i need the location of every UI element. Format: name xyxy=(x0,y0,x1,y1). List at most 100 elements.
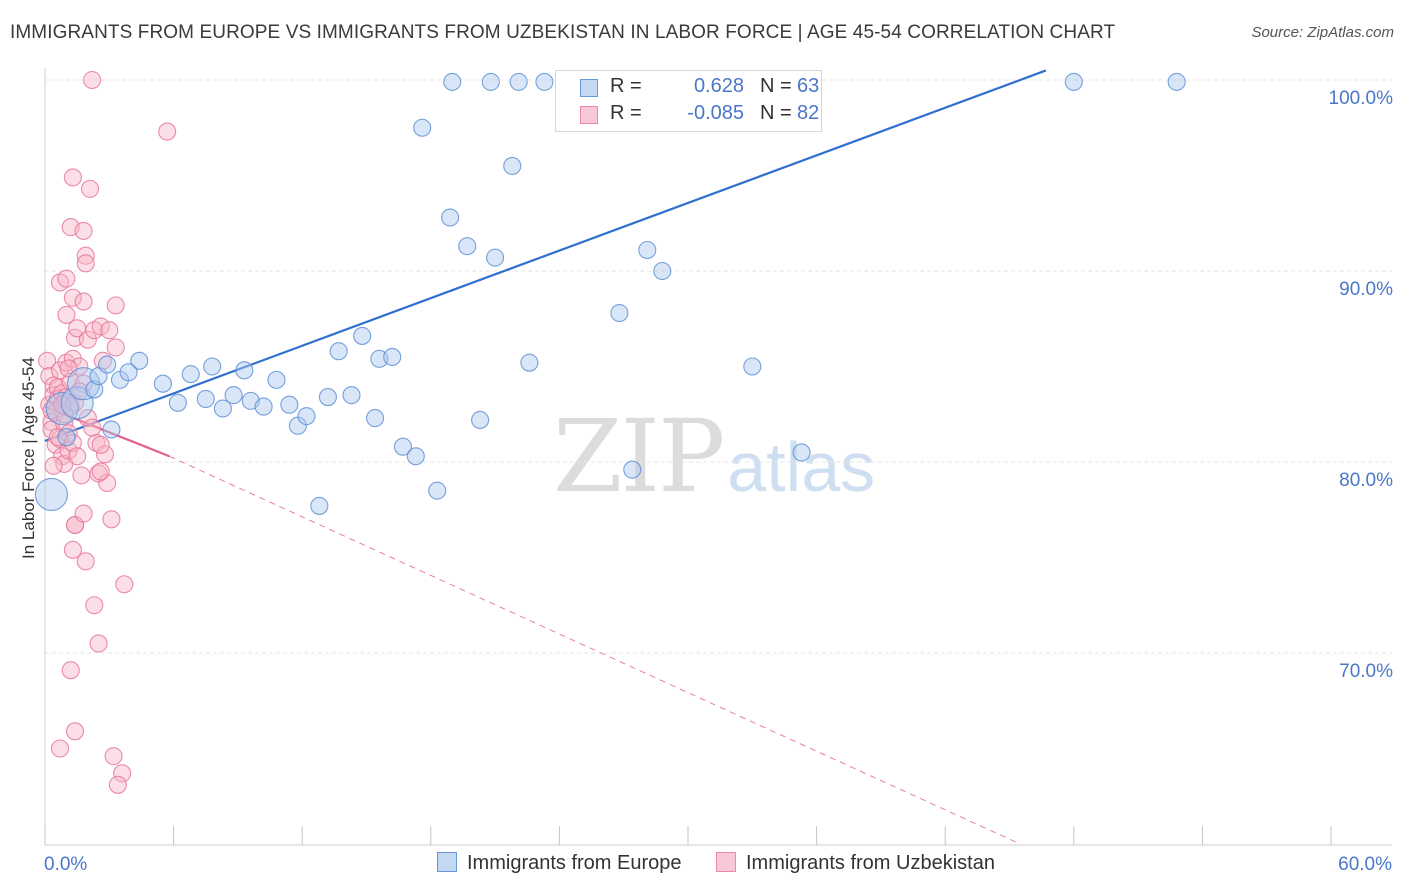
data-point-europe xyxy=(638,240,657,260)
legend-r-value: 0.628 xyxy=(693,75,744,97)
data-point-uzbekistan xyxy=(44,456,63,475)
data-point-europe xyxy=(60,386,94,420)
data-point-europe xyxy=(623,460,642,479)
x-tick-label-min: 0.0% xyxy=(44,854,87,875)
tick-labels: 70.0% 80.0% 90.0% 100.0% 0.0% 60.0% xyxy=(44,88,1393,875)
data-point-uzbekistan xyxy=(63,168,82,187)
data-point-europe xyxy=(153,374,172,393)
watermark: ZIPatlas xyxy=(553,398,875,515)
data-point-europe xyxy=(203,357,222,376)
data-point-uzbekistan xyxy=(68,447,87,466)
data-point-uzbekistan xyxy=(57,305,76,324)
data-point-europe xyxy=(98,355,117,374)
series-europe-points xyxy=(34,72,1186,515)
data-point-uzbekistan xyxy=(91,462,110,481)
legend-r-label: R = xyxy=(610,75,642,97)
data-point-europe xyxy=(458,237,477,256)
legend-n-value: 63 xyxy=(797,75,820,97)
data-point-uzbekistan xyxy=(98,473,117,493)
data-point-europe xyxy=(254,397,273,416)
data-point-europe xyxy=(520,353,539,372)
data-point-uzbekistan xyxy=(106,338,125,357)
data-point-uzbekistan xyxy=(57,269,76,288)
bottom-legend-label-uzbekistan: Immigrants from Uzbekistan xyxy=(746,852,995,874)
data-point-uzbekistan xyxy=(63,540,82,559)
legend-swatch-uzbekistan xyxy=(580,106,598,124)
trend-lines xyxy=(44,69,1047,845)
data-point-uzbekistan xyxy=(104,747,123,766)
data-point-uzbekistan xyxy=(100,321,119,340)
legend-r-value: -0.085 xyxy=(687,102,744,124)
legend-r-label: R = xyxy=(610,102,642,124)
data-point-europe xyxy=(743,357,762,376)
data-point-uzbekistan xyxy=(91,435,110,454)
legend-n-label: N = xyxy=(760,75,792,97)
data-point-europe xyxy=(329,342,348,361)
legend-swatch-europe xyxy=(580,79,598,97)
data-point-europe xyxy=(471,410,490,430)
y-tick-label: 90.0% xyxy=(1339,279,1393,300)
data-point-uzbekistan xyxy=(61,661,80,680)
data-point-uzbekistan xyxy=(108,775,127,794)
trend-line-uzbekistan-extension xyxy=(169,455,1021,845)
data-point-uzbekistan xyxy=(95,445,115,464)
correlation-legend: R = 0.628 N = 63 R = -0.085 N = 82 xyxy=(555,70,822,132)
data-point-europe xyxy=(224,386,243,405)
data-point-uzbekistan xyxy=(38,351,57,370)
data-point-europe xyxy=(413,118,432,137)
data-point-europe xyxy=(342,386,361,405)
data-point-europe xyxy=(297,407,316,426)
data-point-uzbekistan xyxy=(72,466,91,485)
data-point-europe xyxy=(235,361,254,380)
data-point-uzbekistan xyxy=(158,122,177,141)
data-point-europe xyxy=(353,326,372,345)
chart-title: IMMIGRANTS FROM EUROPE VS IMMIGRANTS FRO… xyxy=(10,22,1116,43)
data-point-europe xyxy=(57,428,76,447)
series-uzbekistan-points xyxy=(38,70,177,794)
data-point-europe xyxy=(366,409,385,428)
data-point-europe xyxy=(318,388,337,407)
data-point-uzbekistan xyxy=(76,254,95,273)
data-point-uzbekistan xyxy=(74,292,93,311)
data-point-europe xyxy=(130,351,149,370)
data-point-uzbekistan xyxy=(113,764,132,783)
data-point-europe xyxy=(280,395,299,414)
data-point-europe xyxy=(310,496,329,515)
y-tick-label: 80.0% xyxy=(1339,470,1393,491)
data-point-europe xyxy=(406,447,425,466)
data-point-europe xyxy=(196,389,215,409)
data-point-europe xyxy=(428,481,447,500)
y-tick-label: 70.0% xyxy=(1339,661,1393,682)
data-point-uzbekistan xyxy=(91,317,110,336)
data-point-europe xyxy=(267,370,286,389)
data-point-uzbekistan xyxy=(115,575,134,594)
data-point-uzbekistan xyxy=(76,246,95,265)
bottom-legend-swatch-europe xyxy=(437,852,457,872)
bottom-legend-europe: Immigrants from Europe xyxy=(437,852,682,875)
data-point-europe xyxy=(119,363,138,382)
data-point-uzbekistan xyxy=(106,296,125,315)
data-point-europe xyxy=(443,72,462,91)
data-point-europe xyxy=(1167,72,1186,91)
data-point-uzbekistan xyxy=(85,596,104,615)
data-point-uzbekistan xyxy=(63,288,82,307)
axes xyxy=(44,68,1392,846)
data-point-europe xyxy=(509,72,528,91)
y-axis-label: In Labor Force | Age 45-54 xyxy=(19,357,38,559)
watermark-atlas: atlas xyxy=(727,428,876,506)
data-point-europe xyxy=(792,443,811,462)
data-point-europe xyxy=(653,261,672,281)
data-point-europe xyxy=(34,477,68,512)
data-point-europe xyxy=(535,72,554,91)
x-tick-label-max: 60.0% xyxy=(1338,854,1392,875)
data-point-europe xyxy=(486,248,505,267)
data-point-europe xyxy=(610,303,629,323)
bottom-legend-label-europe: Immigrants from Europe xyxy=(467,852,682,874)
data-point-uzbekistan xyxy=(50,739,70,758)
data-point-europe xyxy=(1064,72,1083,91)
data-point-europe xyxy=(441,208,460,227)
data-point-europe xyxy=(503,156,522,175)
legend-n-label: N = xyxy=(760,102,792,124)
watermark-zip: ZIP xyxy=(553,398,725,515)
data-point-europe xyxy=(481,72,500,91)
